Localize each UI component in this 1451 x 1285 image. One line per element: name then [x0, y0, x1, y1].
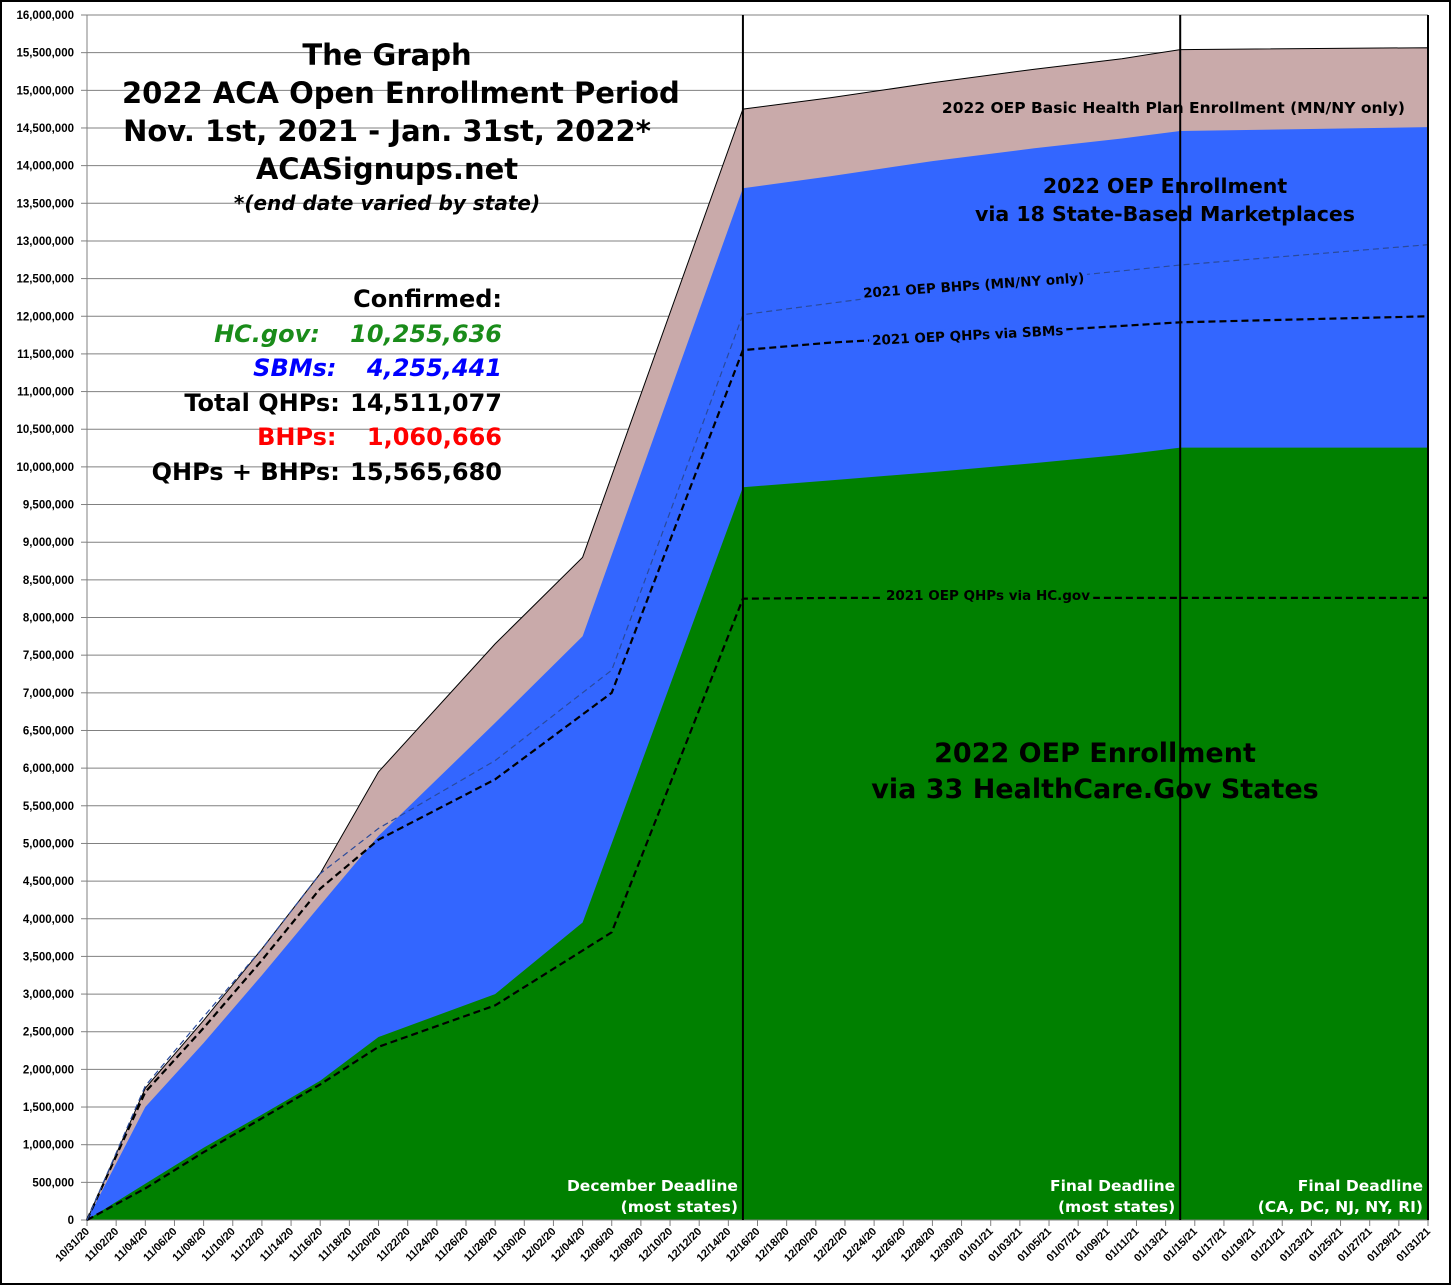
series-label-sbm: 2022 OEP Enrollment — [1043, 174, 1287, 198]
series-label-sbm: via 18 State-Based Marketplaces — [975, 202, 1355, 226]
y-tick-label: 15,000,000 — [16, 85, 74, 97]
chart-title: The Graph 2022 ACA Open Enrollment Perio… — [122, 36, 680, 218]
y-tick-label: 4,000,000 — [23, 914, 74, 926]
series-label-bhp: 2022 OEP Basic Health Plan Enrollment (M… — [942, 99, 1405, 117]
title-line: ACASignups.net — [255, 152, 519, 186]
y-tick-label: 11,000,000 — [17, 387, 74, 399]
y-tick-label: 12,000,000 — [16, 311, 74, 323]
series-label-hcgov: via 33 HealthCare.Gov States — [871, 774, 1318, 805]
chart-subtitle: *(end date varied by state) — [233, 191, 541, 215]
y-tick-label: 5,000,000 — [23, 838, 74, 850]
y-tick-label: 3,000,000 — [23, 989, 74, 1001]
y-tick-label: 9,500,000 — [23, 500, 74, 512]
title-line: Nov. 1st, 2021 - Jan. 31st, 2022* — [123, 114, 651, 148]
y-tick-label: 5,500,000 — [23, 801, 74, 813]
confirmed-row: HC.gov: 10,255,636 — [102, 317, 502, 352]
y-tick-label: 9,000,000 — [23, 537, 74, 549]
y-tick-label: 3,500,000 — [23, 951, 74, 963]
y-tick-label: 11,500,000 — [17, 349, 74, 361]
comparison-label-hcgov: 2021 OEP QHPs via HC.gov — [886, 588, 1090, 604]
y-tick-label: 500,000 — [32, 1177, 74, 1189]
confirmed-label: HC.gov: — [214, 319, 320, 348]
label-background — [868, 322, 1067, 350]
confirmed-label: BHPs: — [257, 423, 337, 451]
y-tick-label: 6,000,000 — [23, 763, 74, 775]
series-label-hcgov: 2022 OEP Enrollment — [934, 738, 1256, 769]
confirmed-row: BHPs: 1,060,666 — [102, 420, 502, 455]
y-tick-label: 4,500,000 — [23, 876, 74, 888]
y-tick-label: 8,500,000 — [23, 575, 74, 587]
y-tick-label: 14,500,000 — [16, 123, 74, 135]
deadline-label: December Deadline — [567, 1177, 738, 1195]
y-tick-label: 12,500,000 — [16, 274, 74, 286]
confirmed-label: Total QHPs: — [184, 388, 340, 417]
y-tick-label: 0 — [68, 1215, 74, 1227]
confirmed-totals: Confirmed: HC.gov: 10,255,636 SBMs: 4,255… — [102, 282, 502, 489]
y-tick-label: 13,000,000 — [16, 236, 74, 248]
area-hcgov — [87, 447, 1428, 1221]
confirmed-row: Total QHPs: 14,511,077 — [102, 386, 502, 421]
confirmed-value: 15,565,680 — [341, 457, 502, 486]
deadline-label: Final Deadline — [1298, 1177, 1423, 1195]
y-tick-label: 7,000,000 — [23, 688, 74, 700]
title-line: The Graph — [302, 38, 472, 72]
label-background — [859, 270, 1088, 302]
confirmed-value: 14,511,077 — [341, 388, 502, 417]
y-tick-label: 7,500,000 — [23, 650, 74, 662]
y-tick-label: 8,000,000 — [23, 613, 74, 625]
y-tick-label: 13,500,000 — [16, 198, 74, 210]
confirmed-label: QHPs + BHPs: — [151, 457, 340, 486]
y-tick-label: 2,500,000 — [23, 1027, 74, 1039]
confirmed-label: SBMs: — [253, 354, 337, 382]
confirmed-heading: Confirmed: — [353, 285, 502, 313]
y-tick-label: 2,000,000 — [23, 1064, 74, 1076]
title-line: 2022 ACA Open Enrollment Period — [122, 76, 680, 110]
y-tick-label: 16,000,000 — [16, 10, 74, 22]
y-tick-label: 15,500,000 — [16, 48, 74, 60]
comparison-line — [86, 244, 1429, 1221]
comparison-line — [86, 596, 1428, 1221]
deadline-sublabel: (most states) — [1058, 1198, 1175, 1216]
y-tick-label: 1,000,000 — [23, 1140, 74, 1152]
label-background — [882, 588, 1094, 604]
confirmed-row: SBMs: 4,255,441 — [102, 351, 502, 386]
y-tick-label: 10,500,000 — [16, 424, 74, 436]
confirmed-value: 1,060,666 — [358, 423, 502, 451]
y-tick-label: 1,500,000 — [23, 1102, 74, 1114]
y-tick-label: 6,500,000 — [23, 725, 74, 737]
confirmed-value: 4,255,441 — [358, 354, 502, 382]
deadline-sublabel: (CA, DC, NJ, NY, RI) — [1258, 1198, 1423, 1216]
confirmed-value: 10,255,636 — [341, 319, 502, 348]
y-tick-label: 10,000,000 — [16, 462, 74, 474]
confirmed-row: QHPs + BHPs: 15,565,680 — [102, 455, 502, 490]
deadline-label: Final Deadline — [1050, 1177, 1175, 1195]
deadline-sublabel: (most states) — [621, 1198, 738, 1216]
y-tick-label: 14,000,000 — [16, 161, 74, 173]
